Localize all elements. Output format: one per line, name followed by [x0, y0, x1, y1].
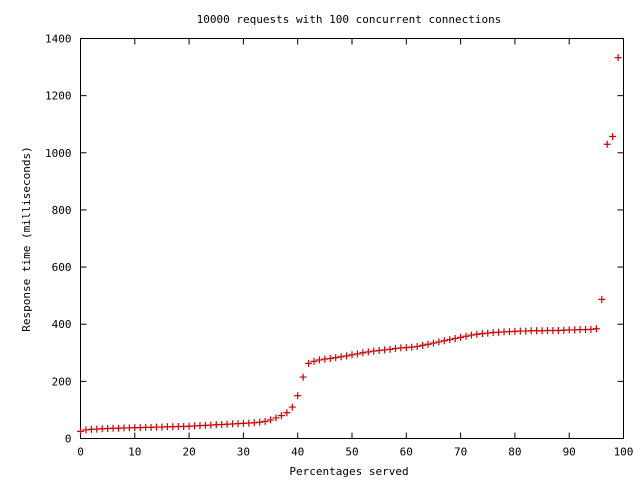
- data-point: [332, 354, 340, 362]
- data-point: [353, 350, 361, 358]
- data-point: [419, 341, 427, 349]
- x-tick-label: 10: [128, 446, 141, 459]
- data-point: [440, 337, 448, 345]
- x-tick-label: 50: [345, 446, 358, 459]
- x-tick-label: 80: [508, 446, 521, 459]
- y-tick-label: 1000: [45, 147, 72, 160]
- data-point: [592, 325, 600, 333]
- data-point: [467, 331, 475, 339]
- data-point: [446, 336, 454, 344]
- data-point: [386, 345, 394, 353]
- data-series: [77, 54, 622, 435]
- y-tick-label: 600: [52, 261, 72, 274]
- data-point: [77, 427, 84, 435]
- data-point: [288, 403, 296, 411]
- data-point: [462, 332, 470, 340]
- data-point: [261, 417, 269, 425]
- x-tick-label: 60: [400, 446, 413, 459]
- data-point: [435, 338, 443, 346]
- x-tick-label: 30: [237, 446, 250, 459]
- y-tick-label: 1200: [45, 90, 72, 103]
- data-point: [326, 355, 334, 362]
- data-point: [457, 333, 465, 341]
- data-point: [614, 54, 622, 62]
- y-tick-label: 1400: [45, 33, 72, 46]
- y-tick-label: 0: [65, 433, 72, 446]
- data-point: [256, 418, 264, 426]
- data-point: [451, 335, 459, 342]
- x-axis: 0 10 20 30 40 50 60 70 80 90 100: [77, 38, 634, 459]
- data-point: [315, 356, 323, 364]
- y-tick-label: 800: [52, 204, 72, 217]
- x-tick-label: 40: [291, 446, 304, 459]
- data-point: [598, 295, 606, 303]
- x-tick-label: 90: [563, 446, 576, 459]
- data-point: [609, 133, 617, 140]
- y-tick-label: 400: [52, 318, 72, 331]
- x-axis-label: Percentages served: [289, 465, 408, 478]
- data-point: [413, 343, 421, 350]
- data-point: [343, 352, 351, 360]
- data-point: [337, 353, 345, 361]
- data-point: [424, 340, 432, 348]
- data-point: [348, 351, 356, 359]
- data-point: [277, 412, 285, 420]
- y-tick-label: 200: [52, 375, 72, 388]
- data-point: [267, 416, 275, 424]
- x-tick-label: 70: [454, 446, 467, 459]
- x-tick-label: 100: [614, 446, 634, 459]
- x-tick-label: 0: [77, 446, 84, 459]
- data-point: [603, 140, 611, 148]
- data-point: [299, 373, 307, 381]
- data-point: [310, 357, 318, 365]
- data-point: [305, 359, 313, 367]
- x-tick-label: 20: [182, 446, 195, 459]
- y-axis: 0 200 400 600 800 1000 1200 1400: [45, 33, 624, 446]
- data-point: [272, 414, 280, 422]
- chart-title: 10000 requests with 100 concurrent conne…: [197, 13, 502, 26]
- data-point: [294, 392, 302, 400]
- plot-frame: [80, 38, 624, 439]
- data-point: [429, 339, 437, 347]
- y-axis-label: Response time (milliseconds): [20, 146, 33, 331]
- data-point: [359, 349, 367, 357]
- data-point: [364, 348, 372, 356]
- data-point: [283, 409, 291, 417]
